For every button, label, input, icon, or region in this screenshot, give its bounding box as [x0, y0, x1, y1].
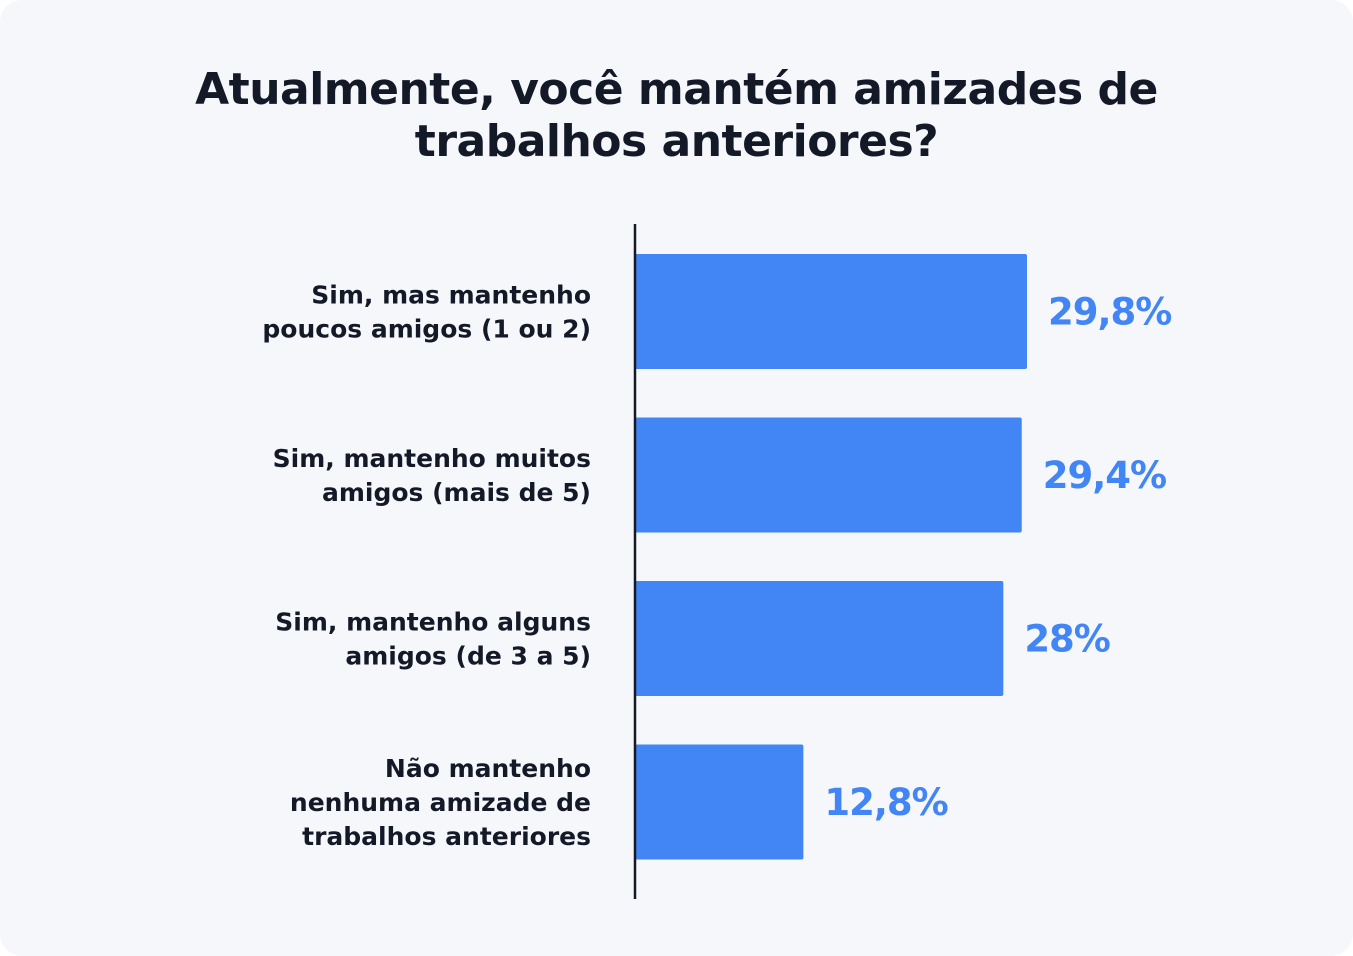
bar-value-label: 29,4%	[1043, 454, 1166, 497]
bar-value-label: 29,8%	[1048, 291, 1171, 334]
bar	[635, 744, 804, 860]
bar-value-label: 28%	[1024, 618, 1110, 661]
bar	[635, 581, 1004, 696]
category-label: Não mantenho nenhuma amizade de trabalhos …	[290, 754, 591, 851]
bar	[635, 417, 1022, 533]
category-label: Sim, mantenho alguns amigos (de 3 a 5)	[275, 608, 591, 671]
bar	[635, 254, 1027, 369]
bar-value-label: 12,8%	[824, 781, 947, 824]
chart-title: Atualmente, você mantém amizades de trab…	[195, 64, 1158, 167]
category-label: Sim, mantenho muitos amigos (mais de 5)	[273, 444, 591, 507]
category-label: Sim, mas mantenho poucos amigos (1 ou 2)	[262, 281, 591, 344]
